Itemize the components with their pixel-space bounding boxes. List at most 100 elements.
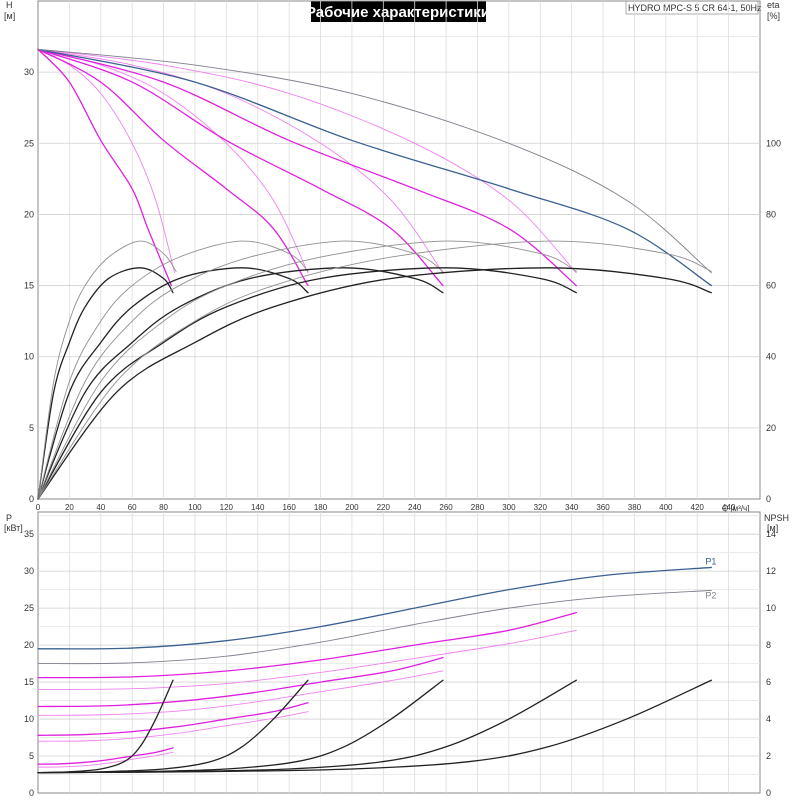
bottom-right-axis-title: NPSH: [764, 513, 789, 523]
bottom-power-curve-4: [37, 657, 444, 708]
bottom-left-tick-label: 10: [24, 714, 34, 724]
top-x-axis-title: Q [м³/ч]: [722, 504, 749, 513]
x-tick-label: 160: [282, 503, 296, 512]
title-background: [311, 1, 486, 22]
top-left-tick-label: 5: [29, 423, 34, 433]
bottom-left-tick-label: 15: [24, 677, 34, 687]
top-eta-curve-11: [37, 240, 177, 500]
bottom-right-tick-label: 10: [766, 603, 776, 613]
bottom-left-tick-label: 20: [24, 640, 34, 650]
x-tick-label: 420: [691, 503, 705, 512]
bottom-right-tick-label: 2: [766, 751, 771, 761]
bottom-left-axis-unit: [кВт]: [4, 523, 23, 533]
top-right-axis-title: eta: [767, 0, 780, 10]
bottom-plot-frame: [37, 511, 761, 794]
top-head-curve-8: [37, 48, 712, 287]
x-tick-label: 20: [65, 503, 74, 512]
top-right-tick-label: 60: [766, 281, 776, 291]
top-right-tick-label: 20: [766, 423, 776, 433]
top-head-curve-6: [37, 48, 578, 287]
top-left-axis-title: H: [6, 0, 13, 10]
top-eta-curve-12: [37, 267, 309, 500]
x-tick-label: 0: [36, 503, 41, 512]
x-tick-label: 100: [188, 503, 202, 512]
x-tick-label: 280: [471, 503, 485, 512]
model-box: HYDRO MPC-S 5 CR 64-1, 50Hz: [625, 0, 762, 15]
title-banner: Рабочие характеристики: [306, 1, 490, 22]
x-tick-label: 240: [408, 503, 422, 512]
bottom-power-curve-1: [37, 589, 712, 665]
top-left-tick-label: 30: [24, 67, 34, 77]
x-tick-label: 260: [439, 503, 453, 512]
x-tick-label: 200: [345, 503, 359, 512]
bottom-right-axis-unit: [м]: [767, 523, 778, 533]
top-eta-curve-17: [37, 240, 577, 500]
x-tick-label: 120: [220, 503, 234, 512]
top-right-tick-label: 0: [766, 494, 771, 504]
top-head-curve-5: [37, 48, 444, 274]
top-left-tick-label: 25: [24, 138, 34, 148]
x-tick-label: 60: [128, 503, 137, 512]
top-left-axis-unit: [м]: [4, 11, 15, 21]
bottom-right-tick-label: 14: [766, 529, 776, 539]
x-tick-label: 440: [722, 503, 736, 512]
x-tick-label: 180: [314, 503, 328, 512]
bottom-power-curve-3: [37, 629, 577, 690]
top-eta-curve-19: [37, 240, 712, 500]
top-head-curve-4: [37, 48, 444, 287]
bottom-right-tick-label: 4: [766, 714, 771, 724]
bottom-power-curve-9: [37, 751, 174, 768]
bottom-npsh-curve-11: [37, 679, 309, 774]
series-layer: [37, 48, 712, 774]
bottom-power-curve-2: [37, 611, 578, 679]
top-left-tick-label: 20: [24, 209, 34, 219]
top-right-tick-label: 40: [766, 352, 776, 362]
top-eta-curve-15: [37, 240, 444, 500]
bottom-power-curve-5: [37, 670, 444, 716]
top-head-curve-3: [37, 48, 309, 274]
bottom-left-tick-label: 5: [29, 751, 34, 761]
top-head-curve-0: [37, 48, 173, 287]
top-left-tick-label: 15: [24, 281, 34, 291]
top-right-axis-unit: [%]: [767, 11, 780, 21]
bottom-power-curve-8: [37, 747, 174, 765]
bottom-series-label-p2: P2: [705, 590, 716, 600]
top-head-curve-1: [37, 48, 175, 274]
bottom-series-label-p1: P1: [705, 556, 716, 566]
bottom-left-tick-label: 30: [24, 566, 34, 576]
bottom-power-curve-6: [37, 702, 309, 736]
top-plot-frame: [37, 0, 761, 500]
x-tick-label: 80: [159, 503, 168, 512]
x-tick-label: 400: [659, 503, 673, 512]
bottom-left-axis-title: P: [6, 513, 12, 523]
bottom-right-tick-label: 0: [766, 788, 771, 798]
x-tick-label: 360: [596, 503, 610, 512]
bottom-right-tick-label: 6: [766, 677, 771, 687]
bottom-npsh-curve-10: [37, 679, 174, 774]
top-head-curve-9: [37, 48, 712, 274]
x-tick-label: 140: [251, 503, 265, 512]
top-left-tick-label: 10: [24, 352, 34, 362]
top-left-tick-label: 0: [29, 494, 34, 504]
x-tick-label: 300: [502, 503, 516, 512]
top-eta-curve-16: [37, 267, 578, 500]
x-tick-label: 380: [628, 503, 642, 512]
grid-layer: [37, 0, 761, 794]
model-label: HYDRO MPC-S 5 CR 64-1, 50Hz: [628, 3, 762, 13]
x-tick-label: 320: [534, 503, 548, 512]
top-head-curve-7: [37, 48, 577, 274]
top-right-tick-label: 80: [766, 209, 776, 219]
x-tick-label: 220: [377, 503, 391, 512]
bottom-left-tick-label: 25: [24, 603, 34, 613]
top-eta-curve-10: [37, 267, 174, 500]
top-eta-curve-14: [37, 267, 444, 500]
chart-title: Рабочие характеристики: [306, 4, 490, 21]
bottom-npsh-curve-14: [37, 679, 712, 774]
bottom-right-tick-label: 12: [766, 566, 776, 576]
top-right-tick-label: 100: [766, 138, 781, 148]
top-eta-curve-18: [37, 267, 712, 500]
x-tick-label: 340: [565, 503, 579, 512]
x-tick-label: 40: [96, 503, 105, 512]
top-head-curve-2: [37, 48, 309, 287]
